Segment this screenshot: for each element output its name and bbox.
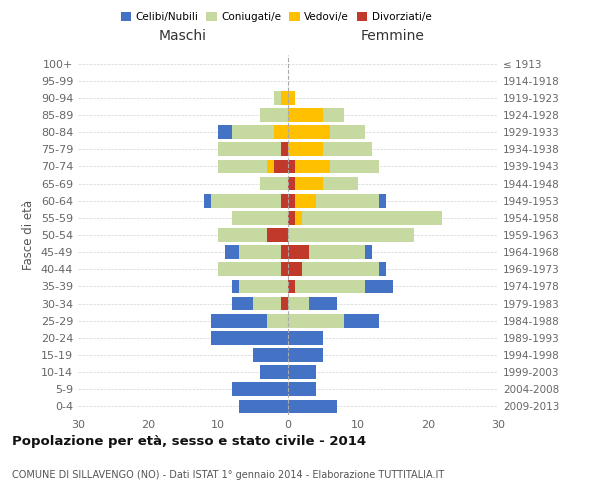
Bar [330,160,379,173]
Bar [288,296,309,310]
Bar [253,348,288,362]
Bar [295,160,330,173]
Bar [295,176,323,190]
Bar [204,194,211,207]
Bar [288,91,295,104]
Bar [288,194,295,207]
Legend: Celibi/Nubili, Coniugati/e, Vedovi/e, Divorziati/e: Celibi/Nubili, Coniugati/e, Vedovi/e, Di… [116,8,436,26]
Bar [288,228,414,242]
Bar [288,126,330,139]
Bar [379,262,386,276]
Bar [323,176,358,190]
Bar [365,280,393,293]
Bar [309,246,365,259]
Bar [288,280,295,293]
Bar [232,211,288,224]
Bar [218,142,281,156]
Bar [288,160,295,173]
Bar [295,194,316,207]
Bar [211,194,281,207]
Bar [260,176,288,190]
Bar [288,211,295,224]
Bar [330,126,365,139]
Bar [281,296,288,310]
Bar [288,331,323,344]
Bar [288,142,323,156]
Bar [295,211,302,224]
Text: Femmine: Femmine [361,29,425,43]
Bar [379,194,386,207]
Bar [288,176,295,190]
Bar [281,91,288,104]
Bar [302,262,379,276]
Bar [302,211,442,224]
Bar [267,228,288,242]
Bar [211,331,288,344]
Bar [274,126,288,139]
Bar [274,91,281,104]
Bar [239,246,281,259]
Bar [267,314,288,328]
Bar [218,262,281,276]
Bar [218,228,267,242]
Bar [365,246,372,259]
Bar [323,142,372,156]
Bar [288,348,323,362]
Bar [218,160,267,173]
Bar [309,296,337,310]
Bar [260,366,288,379]
Bar [232,382,288,396]
Text: Maschi: Maschi [159,29,207,43]
Bar [288,246,309,259]
Bar [288,262,302,276]
Bar [239,400,288,413]
Bar [281,262,288,276]
Bar [225,246,239,259]
Bar [267,160,274,173]
Bar [211,314,267,328]
Bar [288,382,316,396]
Bar [232,126,274,139]
Bar [239,280,288,293]
Bar [288,314,344,328]
Bar [253,296,281,310]
Bar [316,194,379,207]
Y-axis label: Fasce di età: Fasce di età [22,200,35,270]
Bar [323,108,344,122]
Text: COMUNE DI SILLAVENGO (NO) - Dati ISTAT 1° gennaio 2014 - Elaborazione TUTTITALIA: COMUNE DI SILLAVENGO (NO) - Dati ISTAT 1… [12,470,444,480]
Bar [288,400,337,413]
Bar [344,314,379,328]
Bar [281,194,288,207]
Bar [288,108,323,122]
Bar [281,142,288,156]
Bar [288,366,316,379]
Bar [281,246,288,259]
Bar [232,280,239,293]
Bar [232,296,253,310]
Bar [260,108,288,122]
Bar [218,126,232,139]
Bar [274,160,288,173]
Text: Popolazione per età, sesso e stato civile - 2014: Popolazione per età, sesso e stato civil… [12,435,366,448]
Bar [295,280,365,293]
